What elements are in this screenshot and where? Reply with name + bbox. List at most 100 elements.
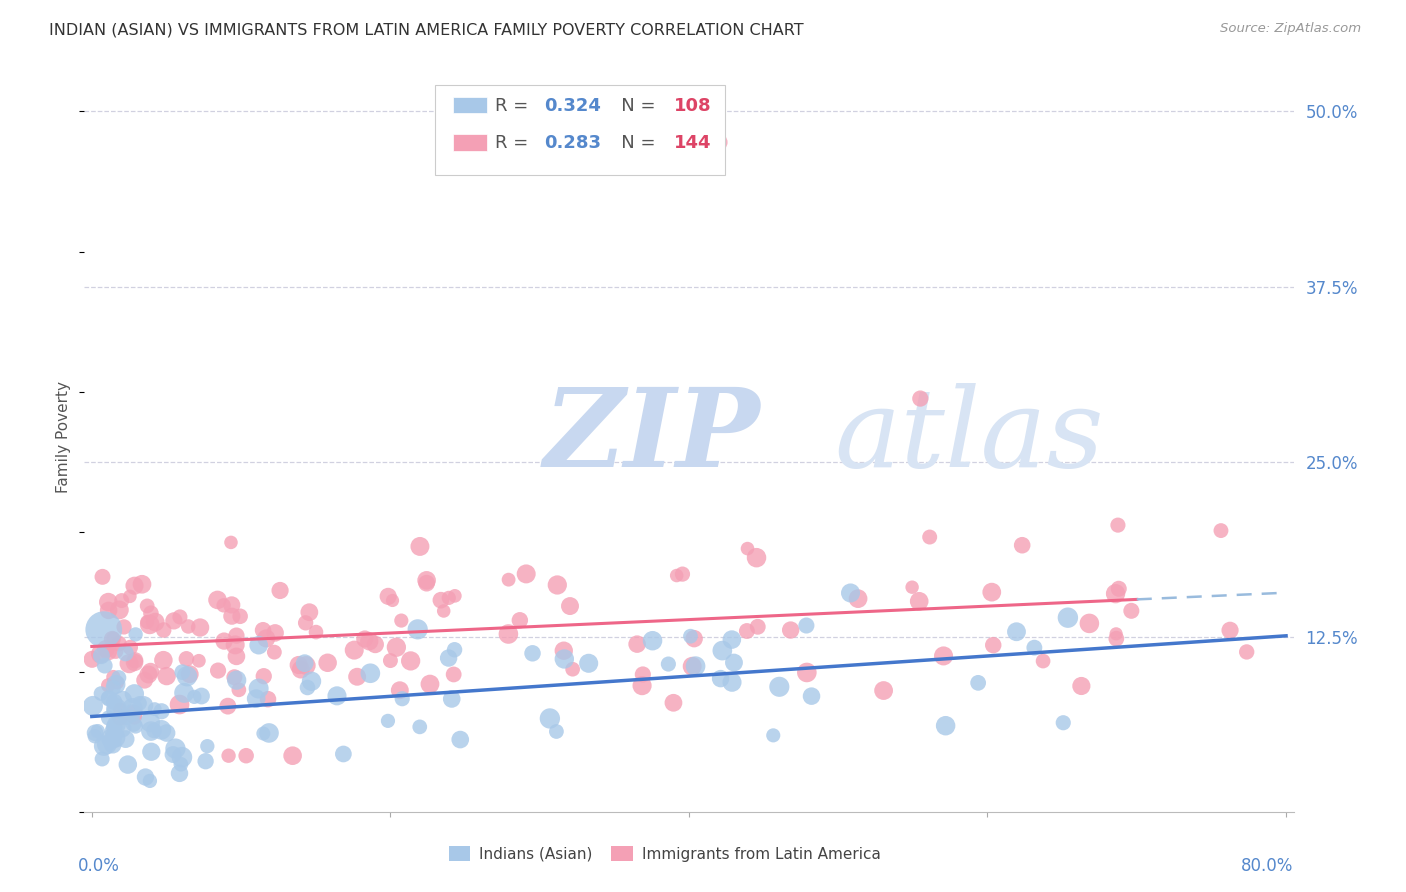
- Point: [90, 647, 112, 661]
- Point: [132, 698, 155, 713]
- Point: [229, 609, 252, 624]
- Point: [1070, 679, 1092, 693]
- Point: [97, 595, 120, 609]
- Point: [388, 683, 411, 698]
- Point: [721, 675, 744, 690]
- Point: [631, 679, 654, 693]
- FancyBboxPatch shape: [453, 135, 486, 151]
- Point: [183, 690, 205, 704]
- Point: [162, 747, 184, 762]
- Point: [139, 665, 162, 679]
- Point: [910, 392, 932, 406]
- Point: [221, 609, 243, 624]
- Point: [143, 615, 166, 629]
- Point: [406, 623, 429, 637]
- Point: [105, 675, 128, 690]
- Point: [707, 135, 730, 149]
- Text: 108: 108: [675, 97, 711, 115]
- Point: [103, 720, 125, 734]
- Point: [138, 667, 160, 681]
- Point: [509, 613, 531, 627]
- Point: [131, 577, 153, 591]
- Point: [305, 625, 328, 640]
- Point: [225, 629, 247, 643]
- Point: [415, 574, 437, 588]
- Point: [269, 583, 291, 598]
- Point: [745, 550, 768, 565]
- Point: [225, 649, 247, 664]
- Point: [1005, 624, 1028, 639]
- Point: [498, 573, 520, 587]
- Point: [136, 599, 159, 613]
- Point: [377, 590, 399, 604]
- Point: [170, 757, 193, 772]
- Point: [118, 657, 141, 671]
- Point: [389, 614, 412, 628]
- Point: [1024, 640, 1046, 655]
- Point: [97, 603, 120, 617]
- Point: [138, 617, 160, 632]
- Point: [124, 627, 146, 641]
- Point: [723, 656, 745, 670]
- Point: [121, 701, 143, 715]
- Point: [437, 651, 460, 665]
- Point: [1209, 524, 1232, 538]
- Point: [103, 703, 125, 717]
- Point: [737, 541, 759, 556]
- Point: [796, 665, 818, 680]
- Point: [228, 682, 250, 697]
- Point: [97, 711, 120, 725]
- Y-axis label: Family Poverty: Family Poverty: [56, 381, 72, 493]
- Point: [103, 681, 125, 695]
- Point: [295, 658, 318, 673]
- Point: [437, 591, 460, 605]
- Point: [553, 652, 575, 666]
- Point: [120, 640, 142, 655]
- Point: [172, 665, 194, 680]
- Point: [108, 702, 131, 716]
- Point: [359, 666, 381, 681]
- Point: [152, 623, 174, 637]
- Point: [141, 745, 163, 759]
- Point: [93, 739, 115, 753]
- Point: [839, 586, 862, 600]
- Point: [409, 720, 432, 734]
- Point: [139, 724, 162, 739]
- Point: [381, 593, 404, 607]
- Point: [967, 676, 990, 690]
- Point: [419, 677, 441, 691]
- Point: [444, 589, 467, 603]
- Text: 0.283: 0.283: [544, 135, 600, 153]
- Point: [80, 652, 103, 666]
- Point: [169, 698, 191, 712]
- Point: [100, 731, 122, 746]
- Point: [515, 566, 537, 581]
- Point: [117, 757, 139, 772]
- Point: [662, 696, 685, 710]
- Text: 80.0%: 80.0%: [1241, 856, 1294, 875]
- Point: [170, 750, 193, 764]
- Point: [104, 677, 127, 691]
- Point: [195, 739, 218, 754]
- Text: 144: 144: [675, 135, 711, 153]
- Point: [1105, 632, 1128, 646]
- Point: [846, 591, 869, 606]
- Text: N =: N =: [605, 135, 662, 153]
- Point: [1052, 715, 1074, 730]
- Point: [139, 773, 162, 788]
- Point: [212, 599, 235, 613]
- Point: [114, 732, 136, 747]
- Point: [935, 719, 957, 733]
- Point: [122, 716, 145, 731]
- Point: [219, 535, 242, 549]
- Point: [631, 667, 654, 681]
- Point: [108, 710, 131, 724]
- Point: [1236, 645, 1258, 659]
- Point: [173, 686, 195, 700]
- Point: [359, 634, 381, 648]
- Point: [657, 657, 679, 671]
- Point: [103, 670, 125, 684]
- Point: [128, 696, 150, 710]
- Point: [82, 698, 104, 713]
- Point: [221, 598, 243, 612]
